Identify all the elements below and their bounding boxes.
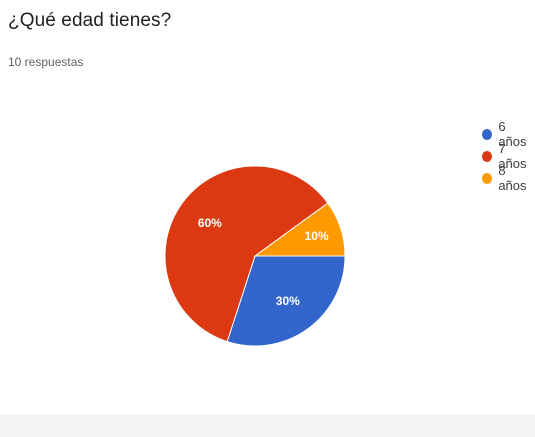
legend-label: 6 años — [498, 119, 527, 149]
legend-swatch — [482, 150, 493, 162]
legend-label: 8 años — [498, 163, 527, 193]
response-count: 10 respuestas — [8, 55, 84, 69]
legend-swatch — [482, 172, 493, 184]
pie-slice-1[interactable] — [226, 255, 346, 347]
legend-item-8-anos[interactable]: 8 años — [482, 163, 535, 193]
legend-item-6-anos[interactable]: 6 años — [482, 119, 535, 149]
question-title: ¿Qué edad tienes? — [8, 10, 172, 31]
slice-label-1: 30% — [276, 294, 300, 308]
pie-slice-3[interactable] — [253, 202, 346, 257]
chart-legend: 6 años 7 años 8 años — [482, 119, 535, 193]
slice-label-3: 10% — [305, 229, 329, 243]
legend-item-7-anos[interactable]: 7 años — [482, 141, 535, 171]
legend-swatch — [482, 128, 493, 140]
bottom-bar — [0, 414, 535, 437]
slice-label-2: 60% — [198, 216, 222, 230]
pie-slice-2[interactable] — [164, 165, 329, 343]
legend-label: 7 años — [498, 141, 527, 171]
